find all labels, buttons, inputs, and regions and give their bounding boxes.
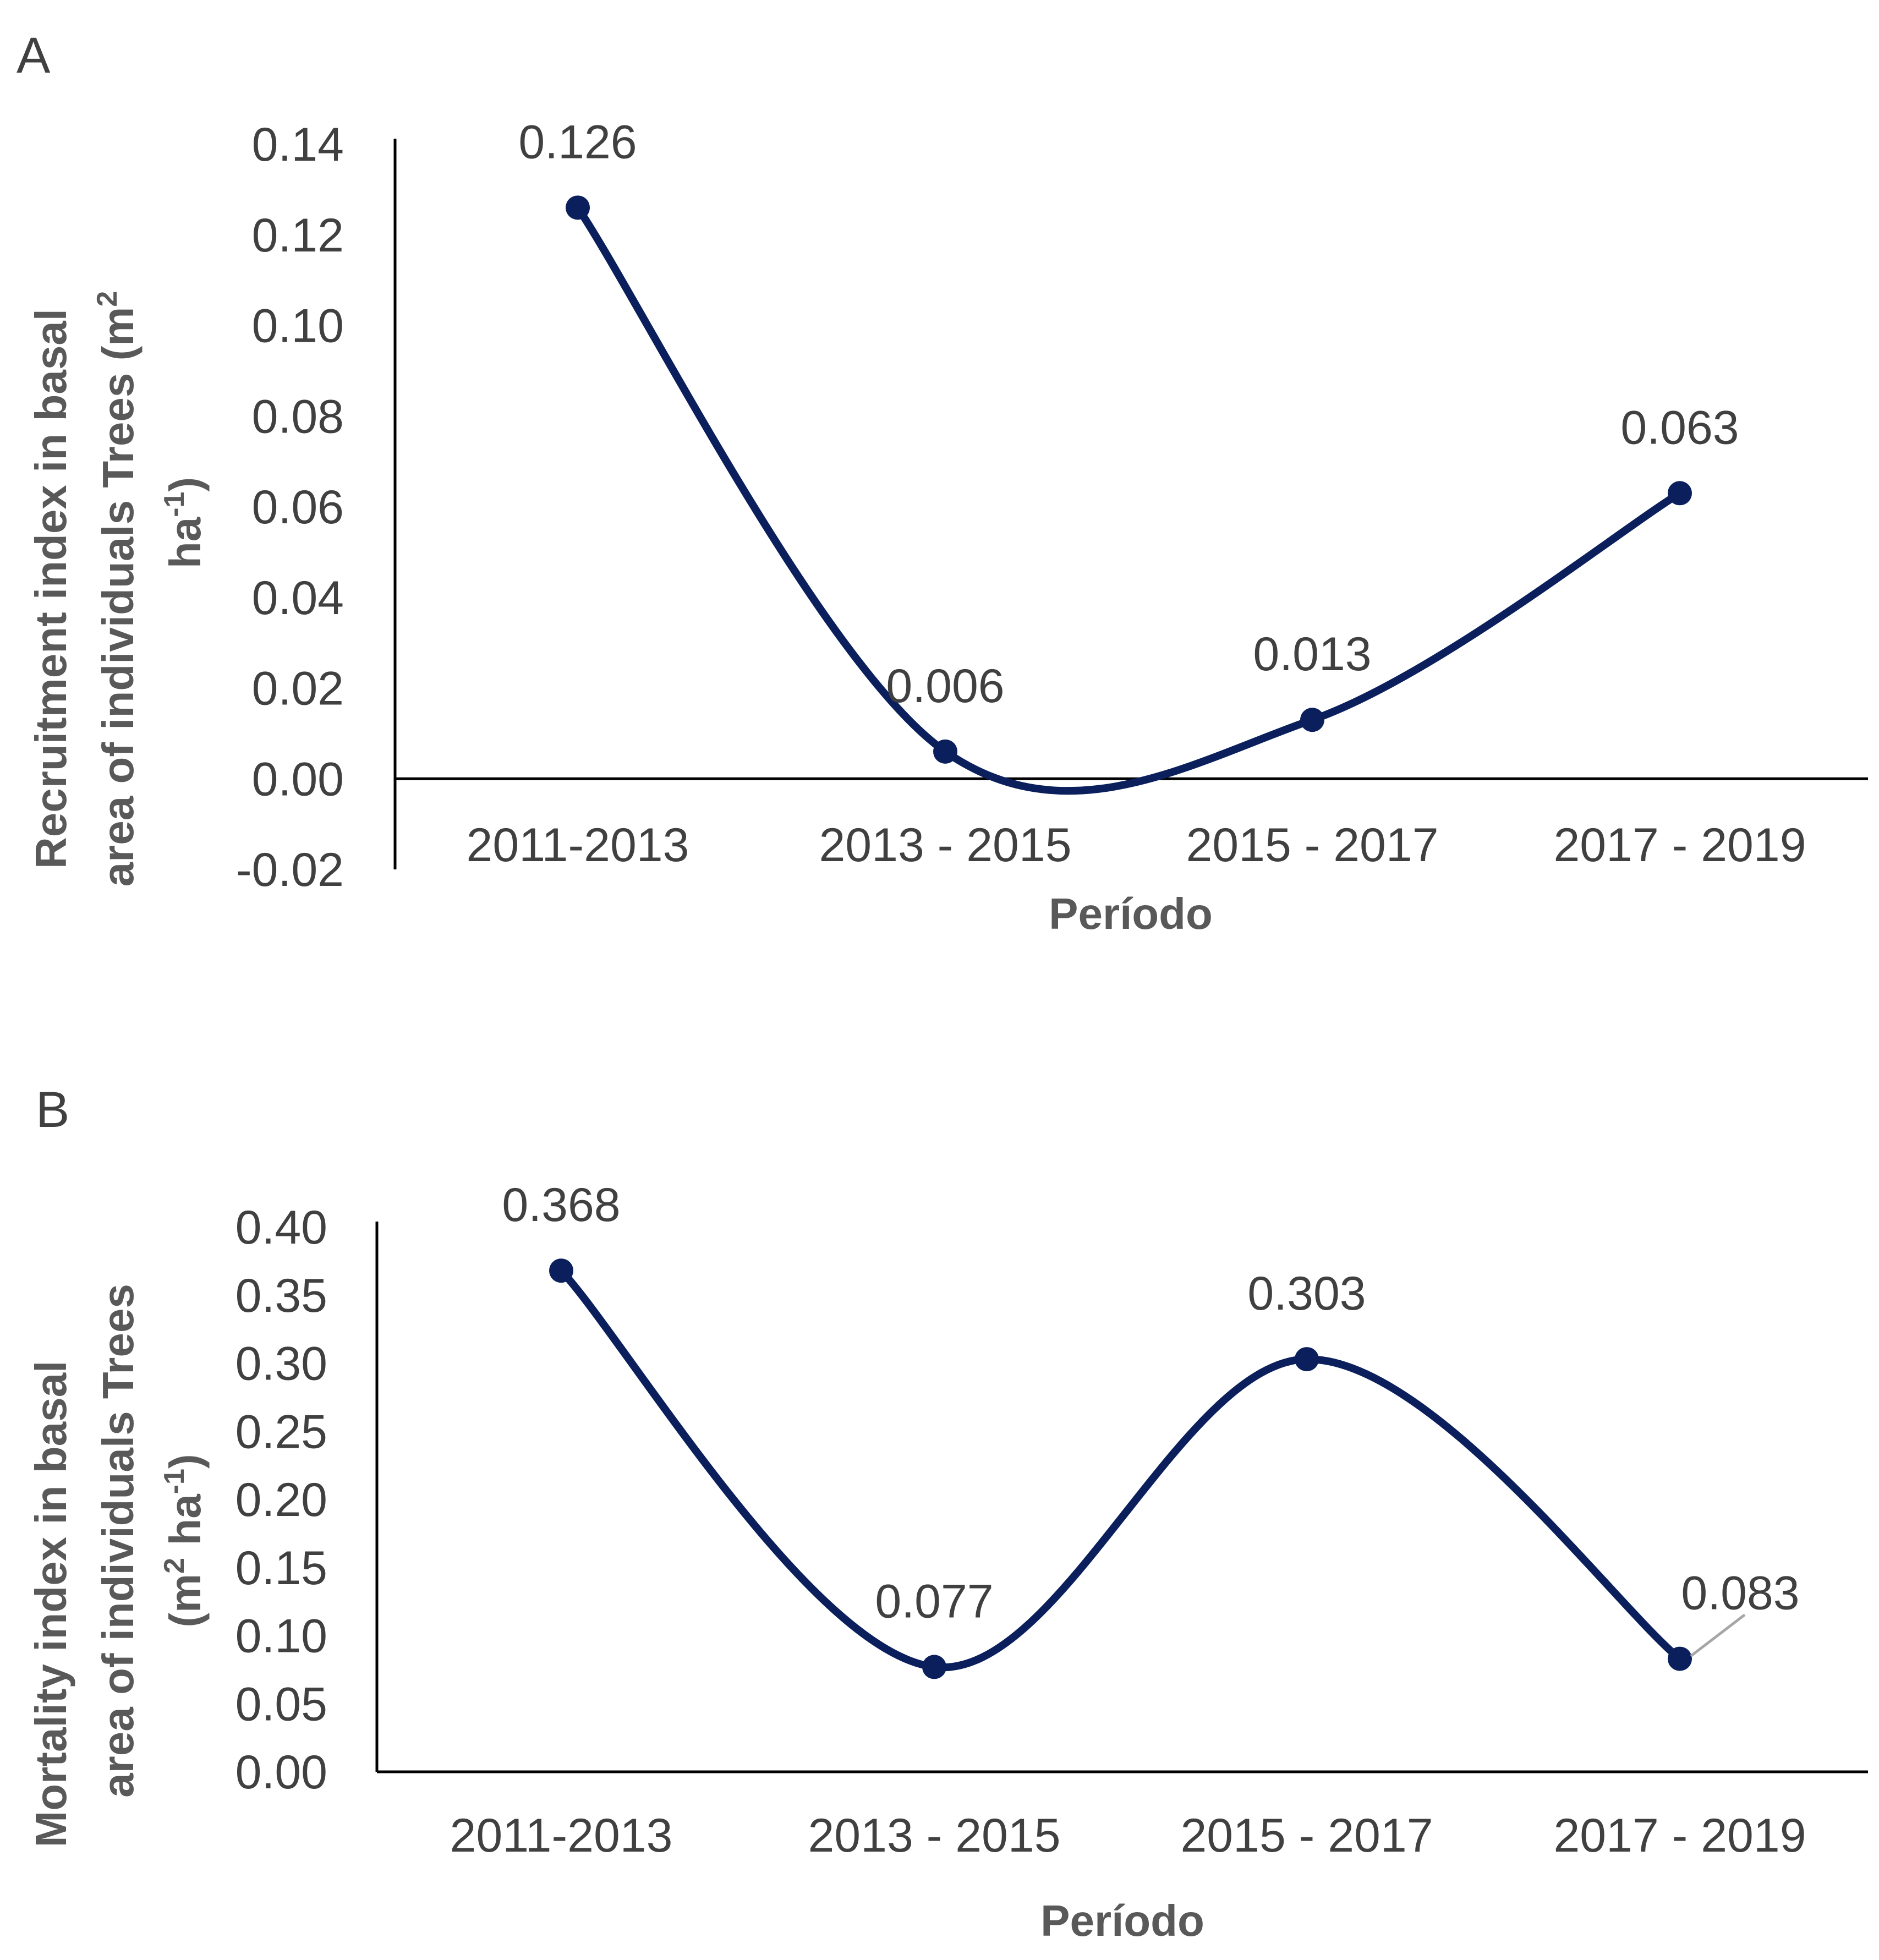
panel-a-y-title-line3-sup: -1 <box>158 492 190 517</box>
panel-a-x-ticks: 2011-2013 2013 - 2015 2015 - 2017 2017 - 20… <box>467 819 1806 872</box>
panel-a-y-ticks: 0.14 0.12 0.10 0.08 0.06 0.04 0.02 0.00 -0.02 <box>236 118 344 896</box>
panel-a-y-tick-label: 0.02 <box>252 663 344 715</box>
panel-a-x-axis-title: Período <box>1049 889 1213 938</box>
panel-a-y-title-line2: area of individuals Trees (m <box>94 307 143 887</box>
panel-a-y-tick-label: 0.06 <box>252 481 344 534</box>
panel-a-series-line <box>574 205 1682 795</box>
panel-b-y-tick-label: 0.40 <box>235 1201 327 1254</box>
panel-b-data-label: 0.077 <box>875 1575 993 1628</box>
panel-b-y-tick-label: 0.05 <box>235 1678 327 1731</box>
panel-a-series <box>566 195 1692 795</box>
panel-b-data-point <box>549 1258 573 1283</box>
panel-a-y-title-line1: Recruitment index in basal <box>26 309 75 869</box>
panel-b-axes <box>375 1222 1868 1773</box>
panel-a-axes <box>393 139 1868 869</box>
panel-a-x-tick-label: 2015 - 2017 <box>1186 819 1438 872</box>
svg-text:(m2 ha-1): (m2 ha-1) <box>158 1454 210 1627</box>
panel-b-series <box>549 1258 1692 1679</box>
svg-text:ha-1): ha-1) <box>158 477 210 568</box>
panel-b-data-label: 0.368 <box>502 1179 620 1231</box>
panel-b-y-title-line3-end: ) <box>161 1454 210 1469</box>
panel-b-data-labels: 0.368 0.077 0.303 0.083 <box>502 1179 1800 1657</box>
panel-b-chart: B Mortality index in basal area of indiv… <box>26 1082 1868 1945</box>
panel-a-y-title-line2-sup: 2 <box>91 291 123 307</box>
panel-a-y-tick-label: 0.04 <box>252 572 344 625</box>
panel-a-data-label: 0.063 <box>1620 401 1739 454</box>
panel-b-x-axis-title: Período <box>1040 1896 1204 1945</box>
panel-b-y-tick-label: 0.15 <box>235 1542 327 1595</box>
svg-text:Mortality index in basal: Mortality index in basal <box>26 1361 75 1848</box>
panel-b-data-point <box>922 1655 946 1679</box>
panel-b-y-tick-label: 0.35 <box>235 1269 327 1322</box>
panel-b-y-title-line3: (m <box>161 1574 210 1628</box>
panel-a-data-point <box>1300 708 1324 732</box>
panel-a-data-point <box>933 739 957 764</box>
panel-b-y-ticks: 0.40 0.35 0.30 0.25 0.20 0.15 0.10 0.05 0.00 <box>235 1201 327 1799</box>
panel-a-x-tick-label: 2011-2013 <box>467 819 689 872</box>
panel-a-data-label: 0.126 <box>518 116 637 168</box>
svg-text:area of individuals Trees (m2: area of individuals Trees (m2 <box>91 291 143 887</box>
panel-a-data-label: 0.006 <box>886 660 1004 713</box>
panel-b-y-axis-title: Mortality index in basal area of individ… <box>26 1284 210 1847</box>
panel-b-leader-line <box>1690 1613 1746 1657</box>
panel-a-data-point <box>1668 481 1692 506</box>
panel-b-y-title-line3-sup2: -1 <box>158 1469 190 1494</box>
panel-b-y-title-line1: Mortality index in basal <box>26 1361 75 1848</box>
panel-a-x-tick-label: 2013 - 2015 <box>819 819 1071 872</box>
panel-b-label: B <box>36 1082 69 1138</box>
panel-a-y-title-line3: ha <box>161 517 210 568</box>
panel-a-y-tick-label: -0.02 <box>236 844 344 896</box>
panel-a-y-title-line3-end: ) <box>161 477 210 492</box>
panel-b-y-title-line2: area of individuals Trees <box>94 1284 143 1798</box>
panel-a-data-point <box>566 195 590 220</box>
panel-a-y-tick-label: 0.14 <box>252 118 344 171</box>
panel-a-data-label: 0.013 <box>1253 628 1371 681</box>
panel-b-data-point <box>1668 1646 1692 1671</box>
panel-b-y-title-line3-mid: ha <box>161 1494 210 1558</box>
panel-b-y-tick-label: 0.10 <box>235 1610 327 1663</box>
svg-text:area of individuals Trees: area of individuals Trees <box>94 1284 143 1798</box>
svg-text:Recruitment index in basal: Recruitment index in basal <box>26 309 75 869</box>
panel-b-y-tick-label: 0.00 <box>235 1746 327 1799</box>
panel-a-chart: A Recruitment index in basal area of ind… <box>17 28 1868 938</box>
panel-b-y-title-line3-sup: 2 <box>158 1558 190 1574</box>
panel-a-y-tick-label: 0.08 <box>252 390 344 443</box>
panel-a-data-labels: 0.126 0.006 0.013 0.063 <box>518 116 1739 713</box>
panel-b-y-tick-label: 0.25 <box>235 1405 327 1458</box>
panel-a-y-axis-title: Recruitment index in basal area of indiv… <box>26 291 210 887</box>
panel-b-data-point <box>1295 1347 1319 1372</box>
panel-b-data-label: 0.083 <box>1681 1567 1799 1620</box>
panel-a-x-tick-label: 2017 - 2019 <box>1553 819 1806 872</box>
panel-a-label: A <box>17 28 51 84</box>
panel-b-x-tick-label: 2017 - 2019 <box>1553 1809 1806 1862</box>
panel-b-x-tick-label: 2015 - 2017 <box>1180 1809 1433 1862</box>
panel-a-y-tick-label: 0.12 <box>252 209 344 262</box>
panel-a-y-tick-label: 0.00 <box>252 753 344 806</box>
panel-b-data-label: 0.303 <box>1247 1267 1366 1320</box>
panel-b-y-tick-label: 0.30 <box>235 1338 327 1390</box>
panel-b-x-ticks: 2011-2013 2013 - 2015 2015 - 2017 2017 - 20… <box>450 1809 1806 1862</box>
panel-a-y-tick-label: 0.10 <box>252 300 344 353</box>
panel-b-x-tick-label: 2011-2013 <box>450 1809 673 1862</box>
panel-b-y-tick-label: 0.20 <box>235 1474 327 1526</box>
panel-b-x-tick-label: 2013 - 2015 <box>808 1809 1060 1862</box>
panel-b-series-line <box>558 1268 1683 1672</box>
